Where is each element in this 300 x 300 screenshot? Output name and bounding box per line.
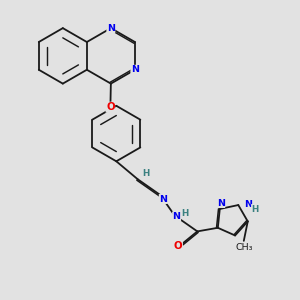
Text: N: N	[217, 199, 225, 208]
Text: N: N	[131, 65, 139, 74]
Text: H: H	[251, 205, 259, 214]
Text: O: O	[106, 102, 115, 112]
Text: H: H	[181, 209, 188, 218]
Text: N: N	[244, 200, 252, 208]
Text: CH₃: CH₃	[235, 243, 253, 252]
Text: O: O	[174, 241, 182, 251]
Text: N: N	[107, 24, 115, 33]
Text: N: N	[159, 194, 167, 203]
Text: H: H	[142, 169, 149, 178]
Text: N: N	[172, 212, 181, 221]
